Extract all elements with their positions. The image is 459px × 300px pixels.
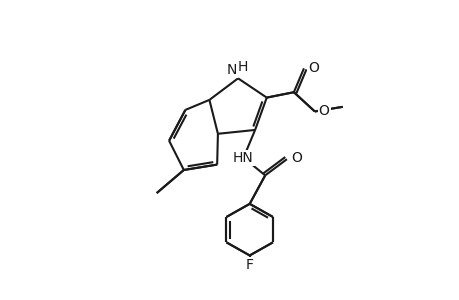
Text: F: F xyxy=(245,259,253,272)
Text: O: O xyxy=(307,61,318,75)
Text: H: H xyxy=(237,60,247,74)
Text: O: O xyxy=(290,152,301,165)
Text: HN: HN xyxy=(233,151,253,165)
Text: O: O xyxy=(318,104,329,118)
Text: N: N xyxy=(226,63,236,77)
